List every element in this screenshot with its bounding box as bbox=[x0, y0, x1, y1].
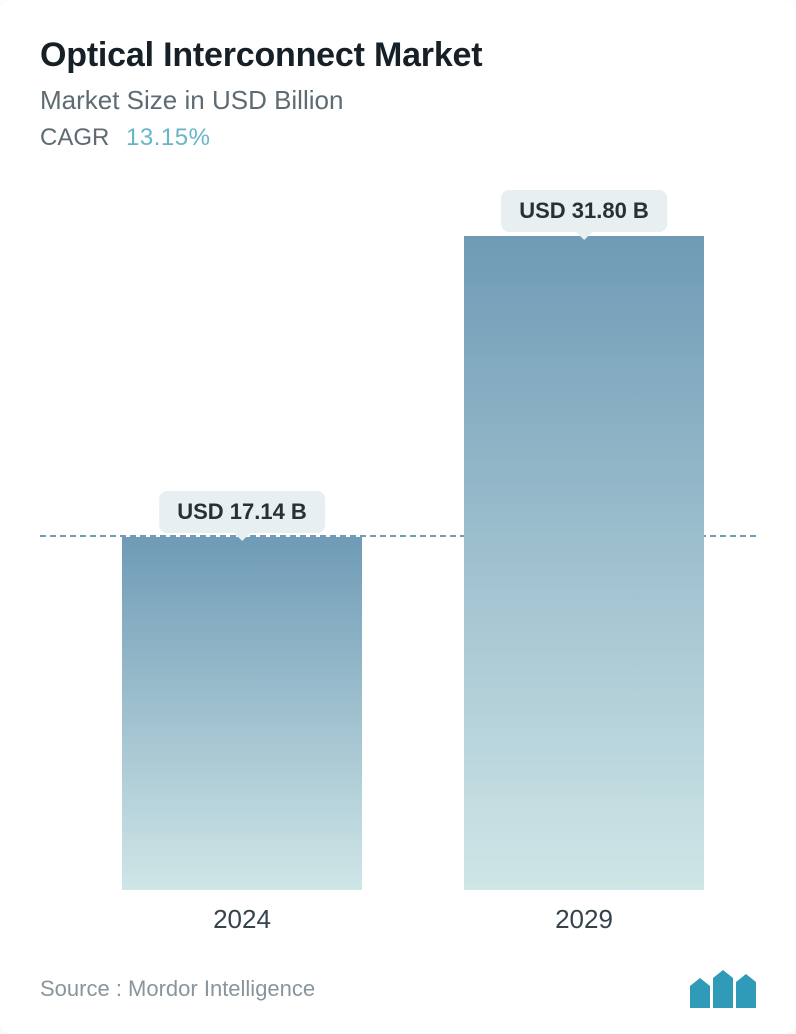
chart-title: Optical Interconnect Market bbox=[40, 36, 756, 75]
logo-bar-icon bbox=[736, 982, 756, 1008]
logo-tri-icon bbox=[736, 974, 756, 982]
bar-chart: USD 17.14 B USD 31.80 B bbox=[40, 170, 756, 890]
x-axis-label: 2024 bbox=[213, 904, 271, 935]
brand-logo-icon bbox=[690, 970, 756, 1008]
x-axis-labels: 2024 2029 bbox=[40, 904, 756, 944]
source-text: Source : Mordor Intelligence bbox=[40, 976, 315, 1002]
logo-bar-icon bbox=[713, 978, 733, 1008]
bar: USD 31.80 B bbox=[464, 236, 704, 890]
logo-tri-icon bbox=[713, 970, 733, 978]
value-label: USD 17.14 B bbox=[159, 491, 325, 533]
cagr-label: CAGR bbox=[40, 124, 109, 151]
value-label: USD 31.80 B bbox=[501, 190, 667, 232]
chart-subtitle: Market Size in USD Billion bbox=[40, 85, 756, 116]
x-axis-label: 2029 bbox=[555, 904, 613, 935]
footer: Source : Mordor Intelligence bbox=[40, 970, 756, 1008]
cagr-line: CAGR 13.15% bbox=[40, 124, 756, 152]
bar: USD 17.14 B bbox=[122, 537, 362, 890]
logo-tri-icon bbox=[690, 978, 710, 986]
logo-segment bbox=[690, 978, 710, 1008]
chart-card: Optical Interconnect Market Market Size … bbox=[0, 0, 796, 1034]
logo-segment bbox=[736, 974, 756, 1008]
logo-bar-icon bbox=[690, 986, 710, 1008]
cagr-value: 13.15% bbox=[126, 124, 210, 151]
logo-segment bbox=[713, 970, 733, 1008]
